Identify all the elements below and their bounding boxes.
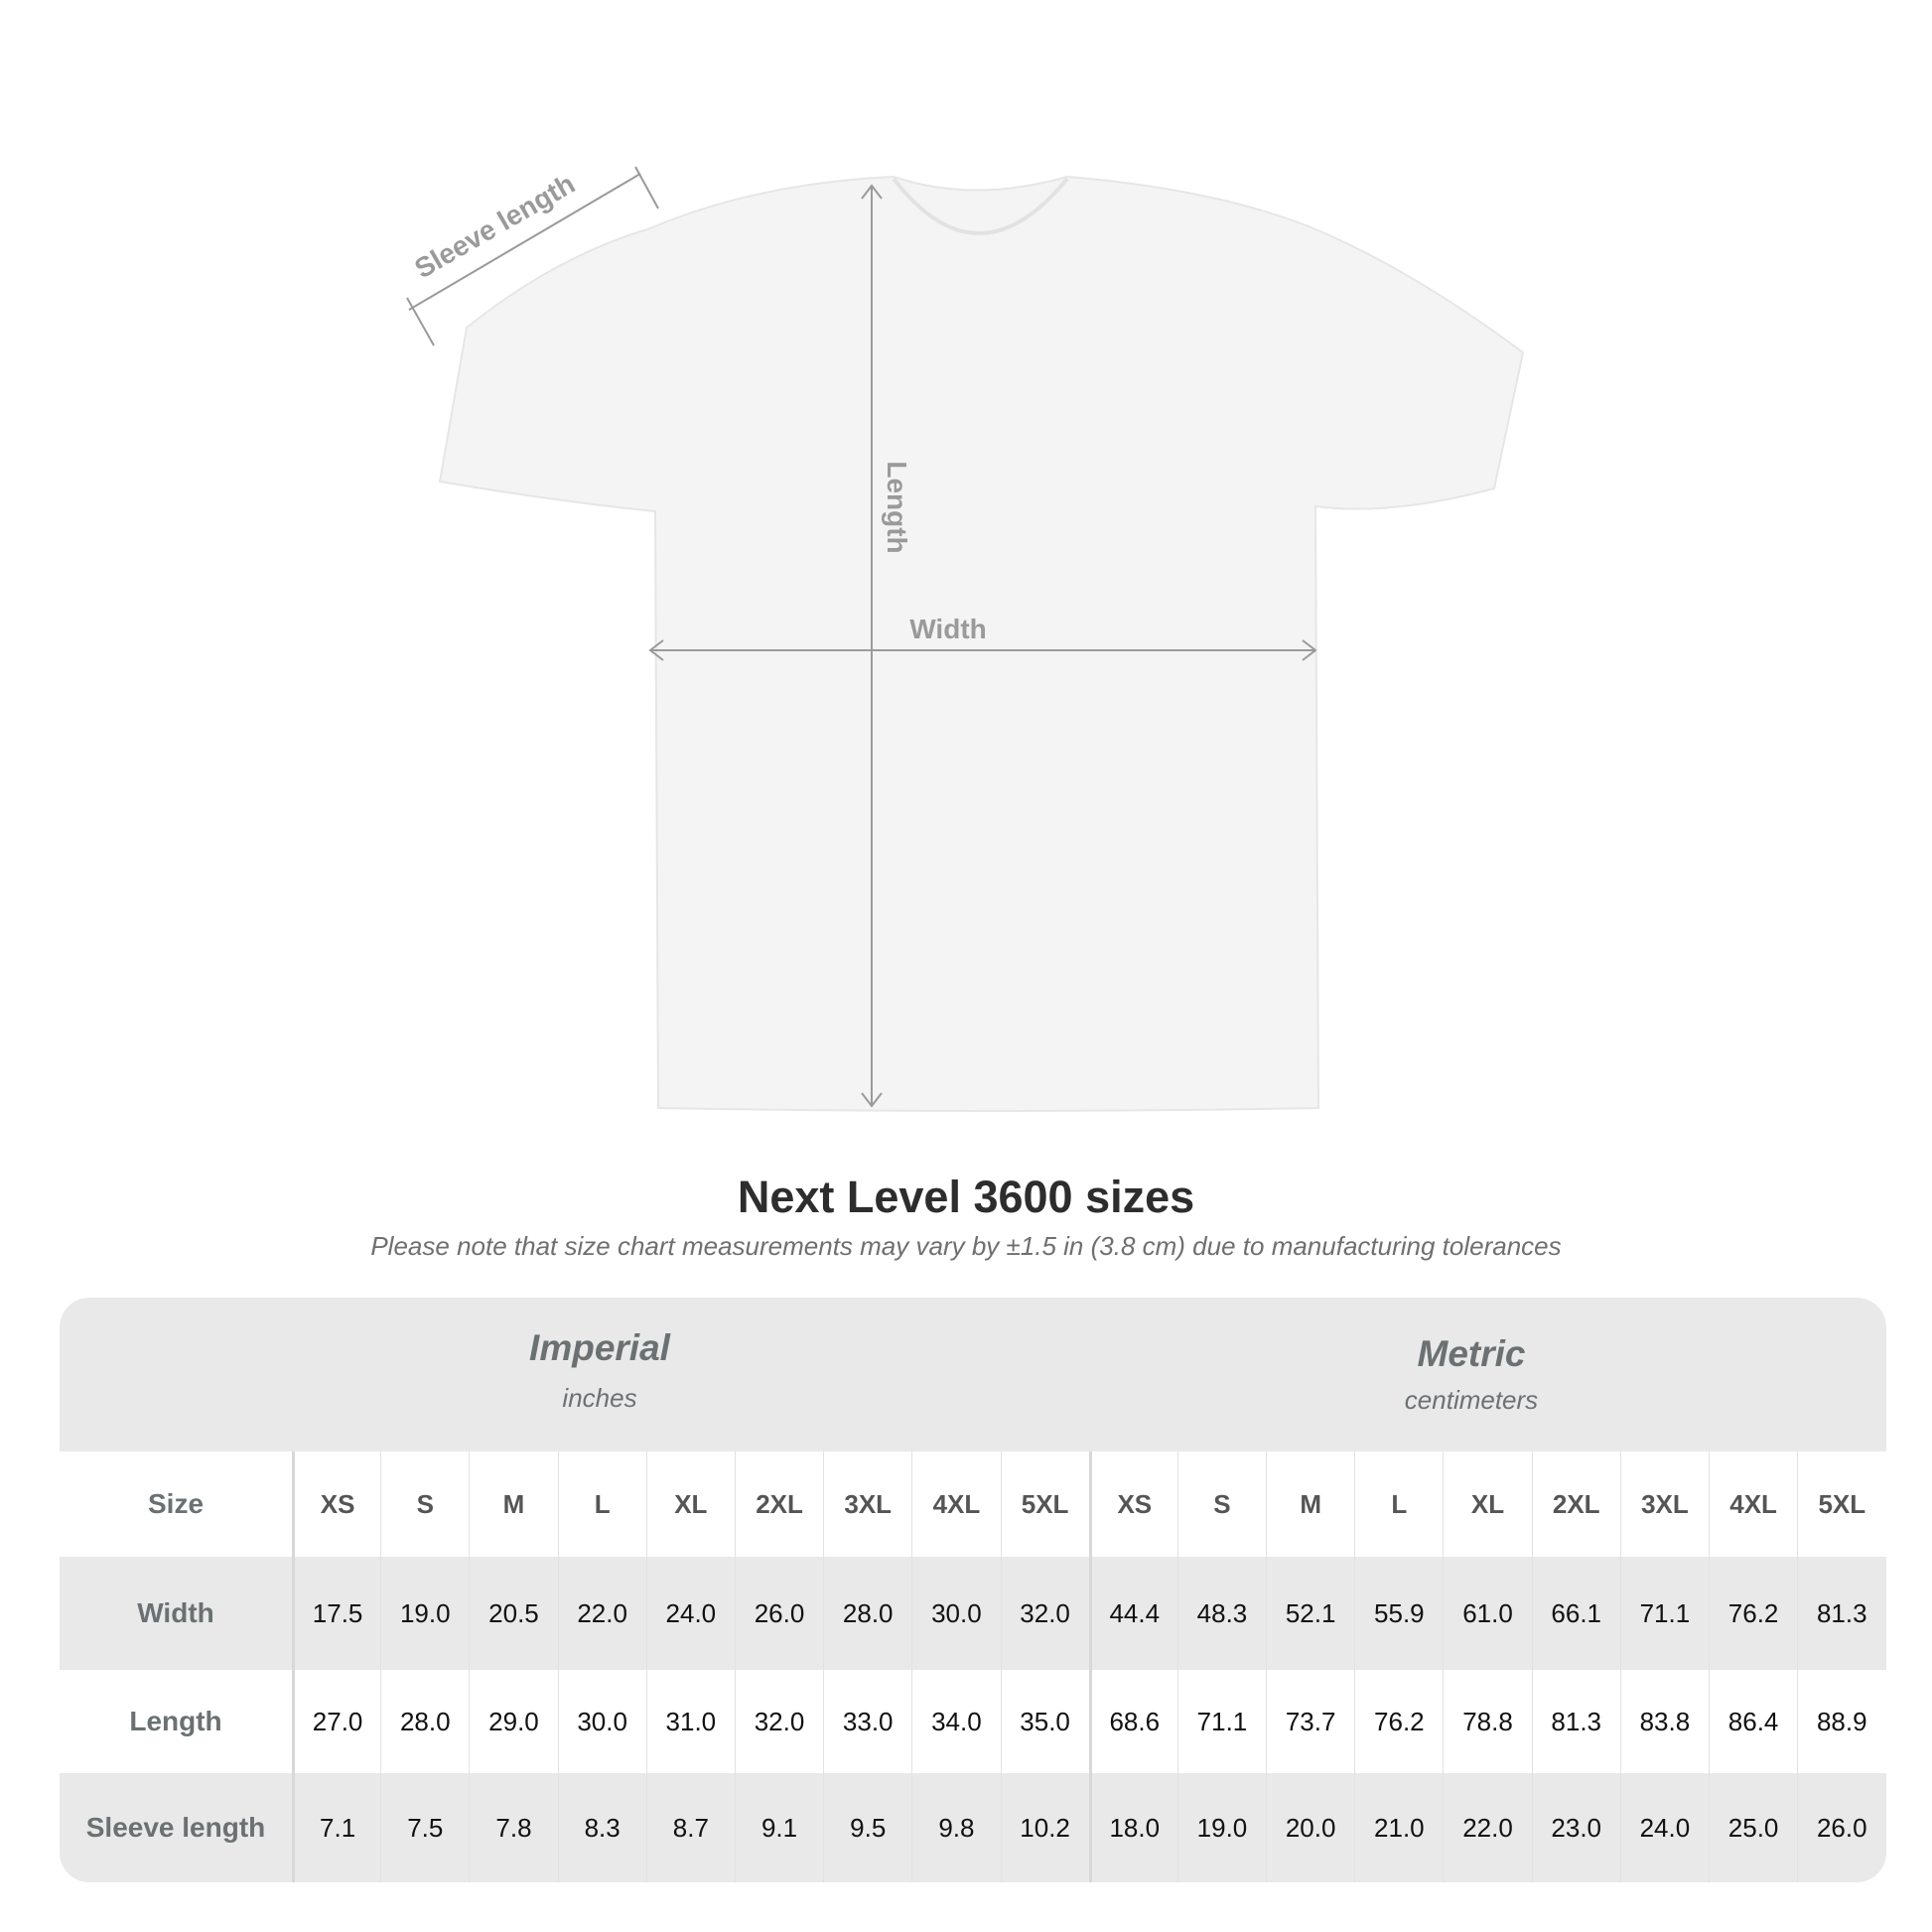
table-cell: 32.0 [734,1670,823,1773]
table-cell: 34.0 [911,1670,1000,1773]
table-cell: 19.0 [1176,1773,1266,1882]
size-header-cell: M [469,1451,557,1557]
table-cell: 78.8 [1443,1670,1531,1773]
metric-header: Metric centimeters [1223,1333,1720,1416]
table-cell: 88.9 [1797,1670,1885,1773]
size-header-cell: M [1266,1451,1354,1557]
table-cell: 71.1 [1619,1557,1709,1670]
sleeve-arrow [408,173,641,311]
table-cell: 7.1 [292,1773,380,1882]
width-label: Width [909,614,987,644]
size-header-cell: L [1354,1451,1443,1557]
table-cell: 22.0 [557,1557,646,1670]
size-chart-table: Imperial inches Metric centimeters Size X… [60,1298,1886,1882]
size-header-cell: XL [645,1451,735,1557]
size-header-cell: 5XL [1000,1451,1089,1557]
table-cell: 61.0 [1443,1557,1531,1670]
table-cell: 44.4 [1088,1557,1177,1670]
table-cell: 83.8 [1619,1670,1709,1773]
table-cell: 22.0 [1443,1773,1531,1882]
table-cell: 8.7 [645,1773,735,1882]
sleeve-length-label: Sleeve length [409,168,580,284]
tolerance-note: Please note that size chart measurements… [370,1231,1562,1261]
size-header-cell: 2XL [734,1451,823,1557]
table-cell: 18.0 [1088,1773,1177,1882]
table-cell: 20.5 [469,1557,557,1670]
row-label: Width [137,1597,214,1628]
table-cell: 7.8 [469,1773,557,1882]
table-cell: 24.0 [1619,1773,1709,1882]
table-cell: 30.0 [911,1557,1000,1670]
table-cell: 66.1 [1531,1557,1620,1670]
table-cell: 76.2 [1709,1557,1797,1670]
table-cell: 19.0 [380,1557,469,1670]
imperial-title: Imperial [529,1327,670,1368]
table-row: Length 27.0 28.0 29.0 30.0 31.0 32.0 33.0 34.0 35… [60,1670,1886,1773]
table-cell: 81.3 [1797,1557,1885,1670]
size-header-cell: S [1176,1451,1266,1557]
row-label: Size [147,1488,205,1519]
table-cell: 86.4 [1709,1670,1797,1773]
length-label: Length [882,461,912,553]
size-header-cell: XL [1443,1451,1531,1557]
size-header-cell: L [557,1451,646,1557]
size-header-cell: 2XL [1531,1451,1620,1557]
collar [892,177,1069,235]
table-cell: 7.5 [380,1773,469,1882]
table-cell: 10.2 [1000,1773,1089,1882]
size-header-cell: 3XL [823,1451,911,1557]
table-cell: 31.0 [645,1670,735,1773]
imperial-unit: inches [562,1383,637,1413]
metric-unit: centimeters [1404,1385,1539,1415]
table-cell: 68.6 [1088,1670,1177,1773]
table-cell: 17.5 [292,1557,380,1670]
size-header-cell: XS [292,1451,380,1557]
table-cell: 27.0 [292,1670,380,1773]
row-label: Length [129,1706,222,1736]
table-cell: 32.0 [1000,1557,1089,1670]
size-header-cell: S [380,1451,469,1557]
size-header-row: Size XS S M L XL 2XL 3XL 4XL 5XL XS S M L XL 2XL 3XL 4XL 5… [60,1451,1886,1557]
table-row: Width 17.5 19.0 20.5 22.0 24.0 26.0 28.0 30.0 32.… [60,1557,1886,1670]
table-cell: 55.9 [1354,1557,1443,1670]
imperial-header: Imperial inches [351,1327,848,1414]
table-cell: 28.0 [823,1557,911,1670]
table-cell: 52.1 [1266,1557,1354,1670]
row-label: Sleeve length [85,1812,266,1843]
table-cell: 8.3 [557,1773,646,1882]
table-cell: 9.5 [823,1773,911,1882]
table-cell: 24.0 [645,1557,735,1670]
table-cell: 20.0 [1266,1773,1354,1882]
size-header-cell: 4XL [1709,1451,1797,1557]
table-cell: 23.0 [1531,1773,1620,1882]
tshirt-diagram: Length Width Sleeve length [406,166,1525,1112]
table-cell: 9.8 [911,1773,1000,1882]
size-header-cell: 4XL [911,1451,1000,1557]
table-cell: 33.0 [823,1670,911,1773]
table-cell: 26.0 [1797,1773,1885,1882]
table-cell: 35.0 [1000,1670,1089,1773]
table-cell: 9.1 [734,1773,823,1882]
table-cell: 73.7 [1266,1670,1354,1773]
metric-title: Metric [1417,1333,1526,1374]
tshirt-shape [438,175,1525,1112]
table-cell: 48.3 [1176,1557,1266,1670]
size-header-cell: 5XL [1797,1451,1885,1557]
table-cell: 76.2 [1354,1670,1443,1773]
table-cell: 30.0 [557,1670,646,1773]
table-cell: 25.0 [1709,1773,1797,1882]
table-cell: 71.1 [1176,1670,1266,1773]
table-cell: 28.0 [380,1670,469,1773]
table-row: Sleeve length 7.1 7.5 7.8 8.3 8.7 9.1 9.5 9.8 10.… [60,1773,1886,1882]
table-cell: 81.3 [1531,1670,1620,1773]
table-cell: 21.0 [1354,1773,1443,1882]
table-cell: 29.0 [469,1670,557,1773]
table-cell: 26.0 [734,1557,823,1670]
page-title: Next Level 3600 sizes [737,1172,1195,1222]
size-header-cell: 3XL [1619,1451,1709,1557]
size-header-cell: XS [1088,1451,1177,1557]
unit-header-band [60,1298,1886,1451]
